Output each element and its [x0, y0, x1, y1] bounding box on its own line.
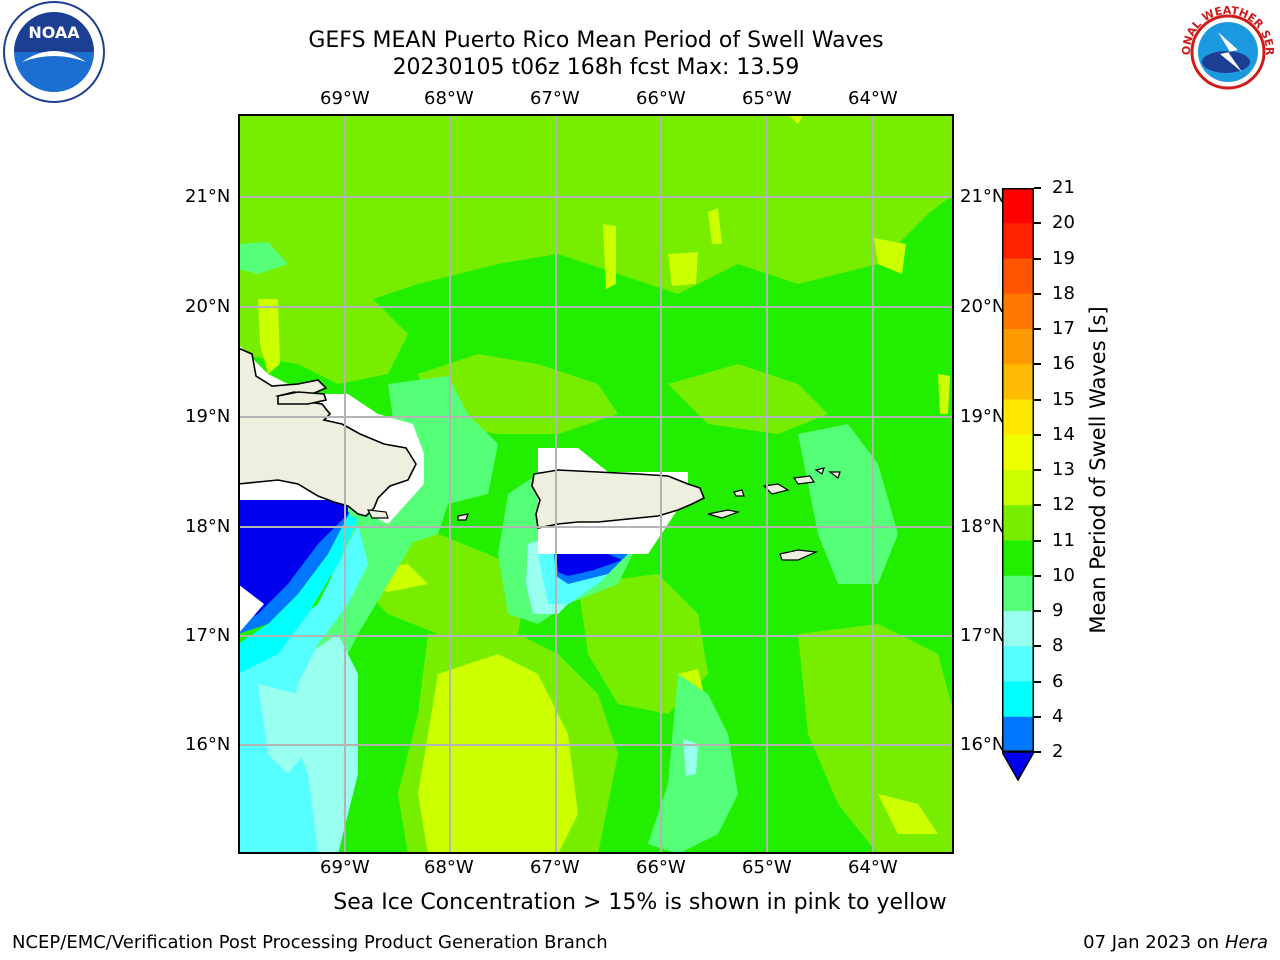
colorbar-tick-label: 17: [1052, 318, 1075, 339]
colorbar-tick-label: 20: [1052, 212, 1075, 234]
colorbar-segment: [1002, 364, 1034, 400]
lon-label-bottom: 68°W: [424, 857, 474, 878]
colorbar-tick-label: 12: [1052, 494, 1075, 516]
noaa-logo-text: NOAA: [28, 23, 80, 42]
footer-date-text: 07 Jan 2023 on: [1083, 932, 1225, 953]
colorbar-segment: [1002, 611, 1034, 647]
colorbar-tick-mark: [1034, 469, 1041, 471]
hispaniola-land: [238, 347, 417, 517]
colorbar-tick-mark: [1034, 574, 1041, 577]
sea-ice-caption: Sea Ice Concentration > 15% is shown in …: [333, 890, 947, 915]
lat-label-right: 20°N: [960, 296, 1006, 317]
colorbar-tick-label: 6: [1052, 670, 1064, 692]
colorbar-tick-mark: [1034, 610, 1041, 612]
colorbar-segment: [1002, 716, 1034, 752]
map-subtitle: 20230105 t06z 168h fcst Max: 13.59: [392, 55, 800, 80]
colorbar-tick-label: 11: [1052, 529, 1075, 551]
colorbar: [1002, 188, 1034, 752]
colorbar-segment: [1002, 258, 1034, 295]
colorbar-segment: [1002, 681, 1034, 718]
colorbar-tick-label: 9: [1052, 600, 1064, 621]
colorbar-tick-label: 16: [1052, 353, 1075, 375]
lat-label-left: 21°N: [185, 186, 231, 207]
map-gridlines: [238, 114, 954, 854]
colorbar-tick-label: 15: [1052, 388, 1075, 410]
colorbar-tick-mark: [1034, 751, 1041, 753]
colorbar-segment: [1002, 540, 1034, 577]
colorbar-underflow-arrow: [1002, 752, 1034, 782]
colorbar-segment: [1002, 188, 1034, 224]
colorbar-tick-label: 13: [1052, 459, 1075, 480]
colorbar-tick-label: 19: [1052, 247, 1075, 269]
colorbar-segment: [1002, 329, 1034, 365]
noaa-logo: NOAA: [3, 1, 105, 103]
colorbar-segment: [1002, 470, 1034, 506]
lon-label-bottom: 65°W: [742, 857, 792, 878]
colorbar-tick-mark: [1034, 292, 1041, 295]
lon-label-top: 67°W: [530, 88, 580, 109]
colorbar-tick-mark: [1034, 222, 1041, 225]
colorbar-tick-label: 18: [1052, 282, 1075, 304]
colorbar-tick-mark: [1034, 363, 1041, 366]
colorbar-segment: [1002, 646, 1034, 682]
lon-label-bottom: 67°W: [530, 857, 580, 878]
colorbar-tick-mark: [1034, 539, 1041, 542]
colorbar-tick-label: 14: [1052, 423, 1075, 445]
lon-label-top: 66°W: [636, 88, 686, 109]
colorbar-tick-mark: [1034, 645, 1041, 648]
lat-label-right: 18°N: [960, 516, 1006, 537]
lat-label-right: 21°N: [960, 186, 1006, 207]
colorbar-segment: [1002, 399, 1034, 436]
lon-label-bottom: 69°W: [320, 857, 370, 878]
colorbar-tick-mark: [1034, 680, 1041, 683]
wave-period-map: [238, 114, 954, 854]
lat-label-left: 18°N: [185, 516, 231, 537]
map-title: GEFS MEAN Puerto Rico Mean Period of Swe…: [308, 28, 884, 53]
lon-label-top: 68°W: [424, 88, 474, 109]
colorbar-tick-label: 2: [1052, 741, 1064, 762]
colorbar-tick-mark: [1034, 433, 1041, 436]
colorbar-label: Mean Period of Swell Waves [s]: [1086, 306, 1110, 634]
lat-label-right: 17°N: [960, 625, 1006, 646]
nws-logo: NATIONAL WEATHER SERVICE: [1176, 0, 1278, 102]
lon-label-top: 69°W: [320, 88, 370, 109]
footer-branch: NCEP/EMC/Verification Post Processing Pr…: [12, 932, 608, 953]
lat-label-left: 19°N: [185, 406, 231, 427]
lat-label-left: 17°N: [185, 625, 231, 646]
lon-label-top: 64°W: [848, 88, 898, 109]
footer-machine: Hera: [1224, 932, 1268, 953]
colorbar-tick-mark: [1034, 504, 1041, 507]
lat-label-right: 16°N: [960, 734, 1006, 755]
colorbar-tick-label: 4: [1052, 705, 1064, 727]
colorbar-tick-mark: [1034, 398, 1041, 401]
colorbar-tick-label: 10: [1052, 564, 1075, 586]
footer-date: 07 Jan 2023 on Hera: [1083, 932, 1268, 953]
colorbar-segment: [1002, 434, 1034, 471]
colorbar-segment: [1002, 505, 1034, 541]
colorbar-segment: [1002, 223, 1034, 259]
lat-label-right: 19°N: [960, 406, 1006, 427]
colorbar-segment: [1002, 575, 1034, 612]
lat-label-left: 20°N: [185, 296, 231, 317]
lat-label-left: 16°N: [185, 734, 231, 755]
colorbar-segment: [1002, 293, 1034, 330]
colorbar-tick-label: 21: [1052, 177, 1075, 198]
lon-label-top: 65°W: [742, 88, 792, 109]
colorbar-tick-mark: [1034, 257, 1041, 260]
lon-label-bottom: 66°W: [636, 857, 686, 878]
colorbar-tick-mark: [1034, 715, 1041, 718]
lon-label-bottom: 64°W: [848, 857, 898, 878]
colorbar-tick-label: 8: [1052, 635, 1064, 657]
colorbar-tick-mark: [1034, 328, 1041, 330]
colorbar-tick-mark: [1034, 187, 1041, 189]
